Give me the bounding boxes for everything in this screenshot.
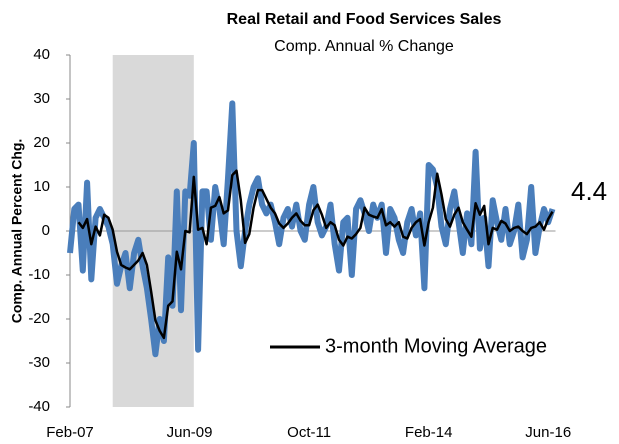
x-tick-label: Feb-07 bbox=[46, 424, 94, 441]
y-tick-label: -20 bbox=[28, 310, 50, 327]
series-line bbox=[77, 169, 554, 340]
legend: 3-month Moving Average bbox=[270, 335, 547, 357]
y-tick-label: 40 bbox=[33, 46, 50, 63]
chart-title: Real Retail and Food Services Sales bbox=[227, 11, 502, 28]
x-tick-label: Oct-11 bbox=[287, 424, 331, 441]
x-tick-label: Jun-16 bbox=[525, 424, 571, 441]
axes-layer: -40 -30 -20 -10 0 10 20 30 40 Feb-07 Jun-09 Oct-11 F… bbox=[28, 46, 571, 441]
y-tick-label: 30 bbox=[33, 90, 50, 107]
y-axis-label: Comp. Annual Percent Chg. bbox=[9, 139, 25, 324]
y-tick-label: -40 bbox=[28, 398, 50, 415]
y-tick-label: -30 bbox=[28, 354, 50, 371]
lines-layer bbox=[67, 100, 556, 358]
legend-label: 3-month Moving Average bbox=[325, 335, 547, 357]
y-tick-label: 20 bbox=[33, 134, 50, 151]
y-tick-label: 10 bbox=[33, 178, 50, 195]
chart-subtitle: Comp. Annual % Change bbox=[274, 38, 454, 55]
x-tick-label: Jun-09 bbox=[167, 424, 213, 441]
end-label: 4.4 bbox=[571, 176, 607, 206]
y-tick-label: -10 bbox=[28, 266, 50, 283]
x-tick-label: Feb-14 bbox=[405, 424, 453, 441]
y-tick-label: 0 bbox=[42, 222, 50, 239]
